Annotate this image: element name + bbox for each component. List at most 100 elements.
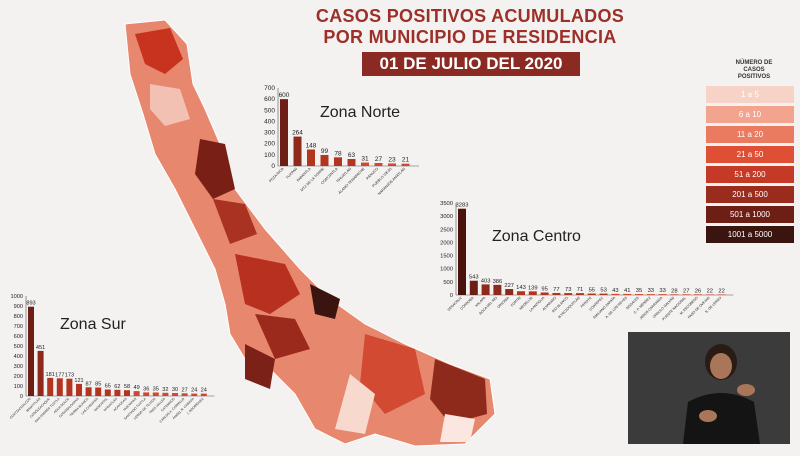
- data-label: 31: [361, 156, 369, 163]
- data-label: 22: [718, 288, 724, 294]
- bar: [599, 293, 608, 295]
- bar: [162, 392, 169, 396]
- data-label: 35: [153, 387, 159, 393]
- bar: [401, 163, 410, 166]
- data-label: 543: [469, 275, 479, 281]
- data-label: 28: [671, 288, 677, 294]
- category-label: IXTACZOQUITLÁN: [557, 295, 581, 319]
- bar: [552, 292, 561, 295]
- bar: [635, 294, 643, 295]
- data-label: 32: [162, 387, 168, 393]
- bar: [280, 99, 288, 166]
- data-label: 3283: [456, 203, 469, 209]
- map-region-papantla: [213, 199, 257, 244]
- bar: [47, 377, 54, 396]
- bar: [56, 378, 63, 396]
- bar: [717, 294, 726, 295]
- bar: [28, 306, 34, 396]
- y-tick-label: 700: [14, 324, 23, 330]
- bar: [670, 294, 679, 295]
- data-label: 43: [612, 288, 618, 294]
- y-tick-label: 200: [264, 141, 275, 148]
- category-label: ORIZABA: [497, 295, 511, 309]
- bar: [143, 392, 150, 396]
- data-label: 181: [46, 372, 55, 378]
- bar: [76, 383, 82, 396]
- bar: [564, 293, 573, 295]
- legend-item: 1001 a 5000: [706, 226, 794, 243]
- bar: [320, 154, 329, 166]
- bar: [694, 294, 702, 295]
- category-label: MTZ DE LA TORRE: [300, 166, 326, 192]
- bar: [293, 136, 302, 166]
- data-label: 87: [85, 381, 91, 387]
- title-line-2: POR MUNICIPIO DE RESIDENCIA: [323, 27, 617, 47]
- bar: [517, 291, 525, 295]
- map-region-central: [235, 254, 300, 314]
- data-label: 26: [695, 288, 701, 294]
- y-tick-label: 500: [443, 280, 453, 286]
- data-label: 71: [577, 287, 583, 293]
- data-label: 78: [334, 150, 342, 157]
- data-label: 227: [504, 283, 514, 289]
- data-label: 403: [481, 278, 491, 284]
- sign-language-interpreter-video: [628, 332, 790, 444]
- y-tick-label: 100: [264, 152, 275, 159]
- bar: [152, 392, 159, 396]
- data-label: 99: [321, 148, 329, 155]
- bar: [95, 387, 102, 396]
- y-tick-label: 900: [14, 304, 23, 310]
- bar: [307, 149, 315, 166]
- map-region-pale2: [440, 414, 475, 442]
- legend-item: 21 a 50: [706, 146, 794, 163]
- category-label: CÓRDOBA: [459, 295, 475, 311]
- chart-zona-sur: 01002003004005006007008009001000893COATZ…: [9, 294, 215, 424]
- data-label: 24: [201, 388, 207, 394]
- bar: [374, 162, 383, 166]
- map-region-xalapa: [255, 314, 310, 359]
- data-label: 35: [636, 288, 642, 294]
- data-label: 143: [516, 285, 526, 291]
- zone-label-centro: Zona Centro: [492, 228, 581, 245]
- data-label: 600: [279, 92, 290, 99]
- data-label: 41: [624, 288, 630, 294]
- bar: [481, 284, 490, 295]
- legend-item: 51 a 200: [706, 166, 794, 183]
- data-label: 121: [74, 378, 83, 384]
- map-region-pozarica: [195, 139, 235, 199]
- map-region-south: [360, 334, 425, 414]
- y-tick-label: 0: [450, 293, 453, 299]
- bar: [124, 390, 130, 396]
- data-label: 36: [143, 386, 149, 392]
- y-tick-label: 1000: [11, 294, 23, 300]
- data-label: 173: [65, 373, 74, 379]
- data-label: 386: [493, 279, 503, 285]
- bar: [682, 294, 691, 295]
- map-region-tuxpan: [150, 84, 190, 126]
- y-tick-label: 800: [14, 314, 23, 320]
- bar: [623, 293, 632, 295]
- data-label: 55: [589, 288, 595, 294]
- data-label: 27: [181, 387, 187, 393]
- data-label: 30: [172, 387, 178, 393]
- bar: [334, 157, 342, 166]
- bar: [85, 387, 92, 396]
- y-tick-label: 500: [14, 344, 23, 350]
- category-label: TUXPAN: [285, 167, 298, 180]
- data-label: 148: [306, 143, 317, 150]
- legend-item: 6 a 10: [706, 106, 794, 123]
- data-label: 27: [375, 156, 383, 163]
- bar: [388, 163, 396, 166]
- bar: [361, 162, 369, 166]
- legend-item: 201 a 500: [706, 186, 794, 203]
- data-label: 22: [707, 288, 713, 294]
- bar: [705, 294, 714, 295]
- bar: [114, 389, 121, 396]
- data-label: 53: [600, 288, 606, 294]
- bar: [37, 350, 44, 396]
- y-tick-label: 100: [14, 384, 23, 390]
- date-banner: 01 DE JULIO DEL 2020: [362, 52, 580, 76]
- map-region-coatza: [430, 359, 487, 424]
- y-tick-label: 1000: [440, 267, 453, 273]
